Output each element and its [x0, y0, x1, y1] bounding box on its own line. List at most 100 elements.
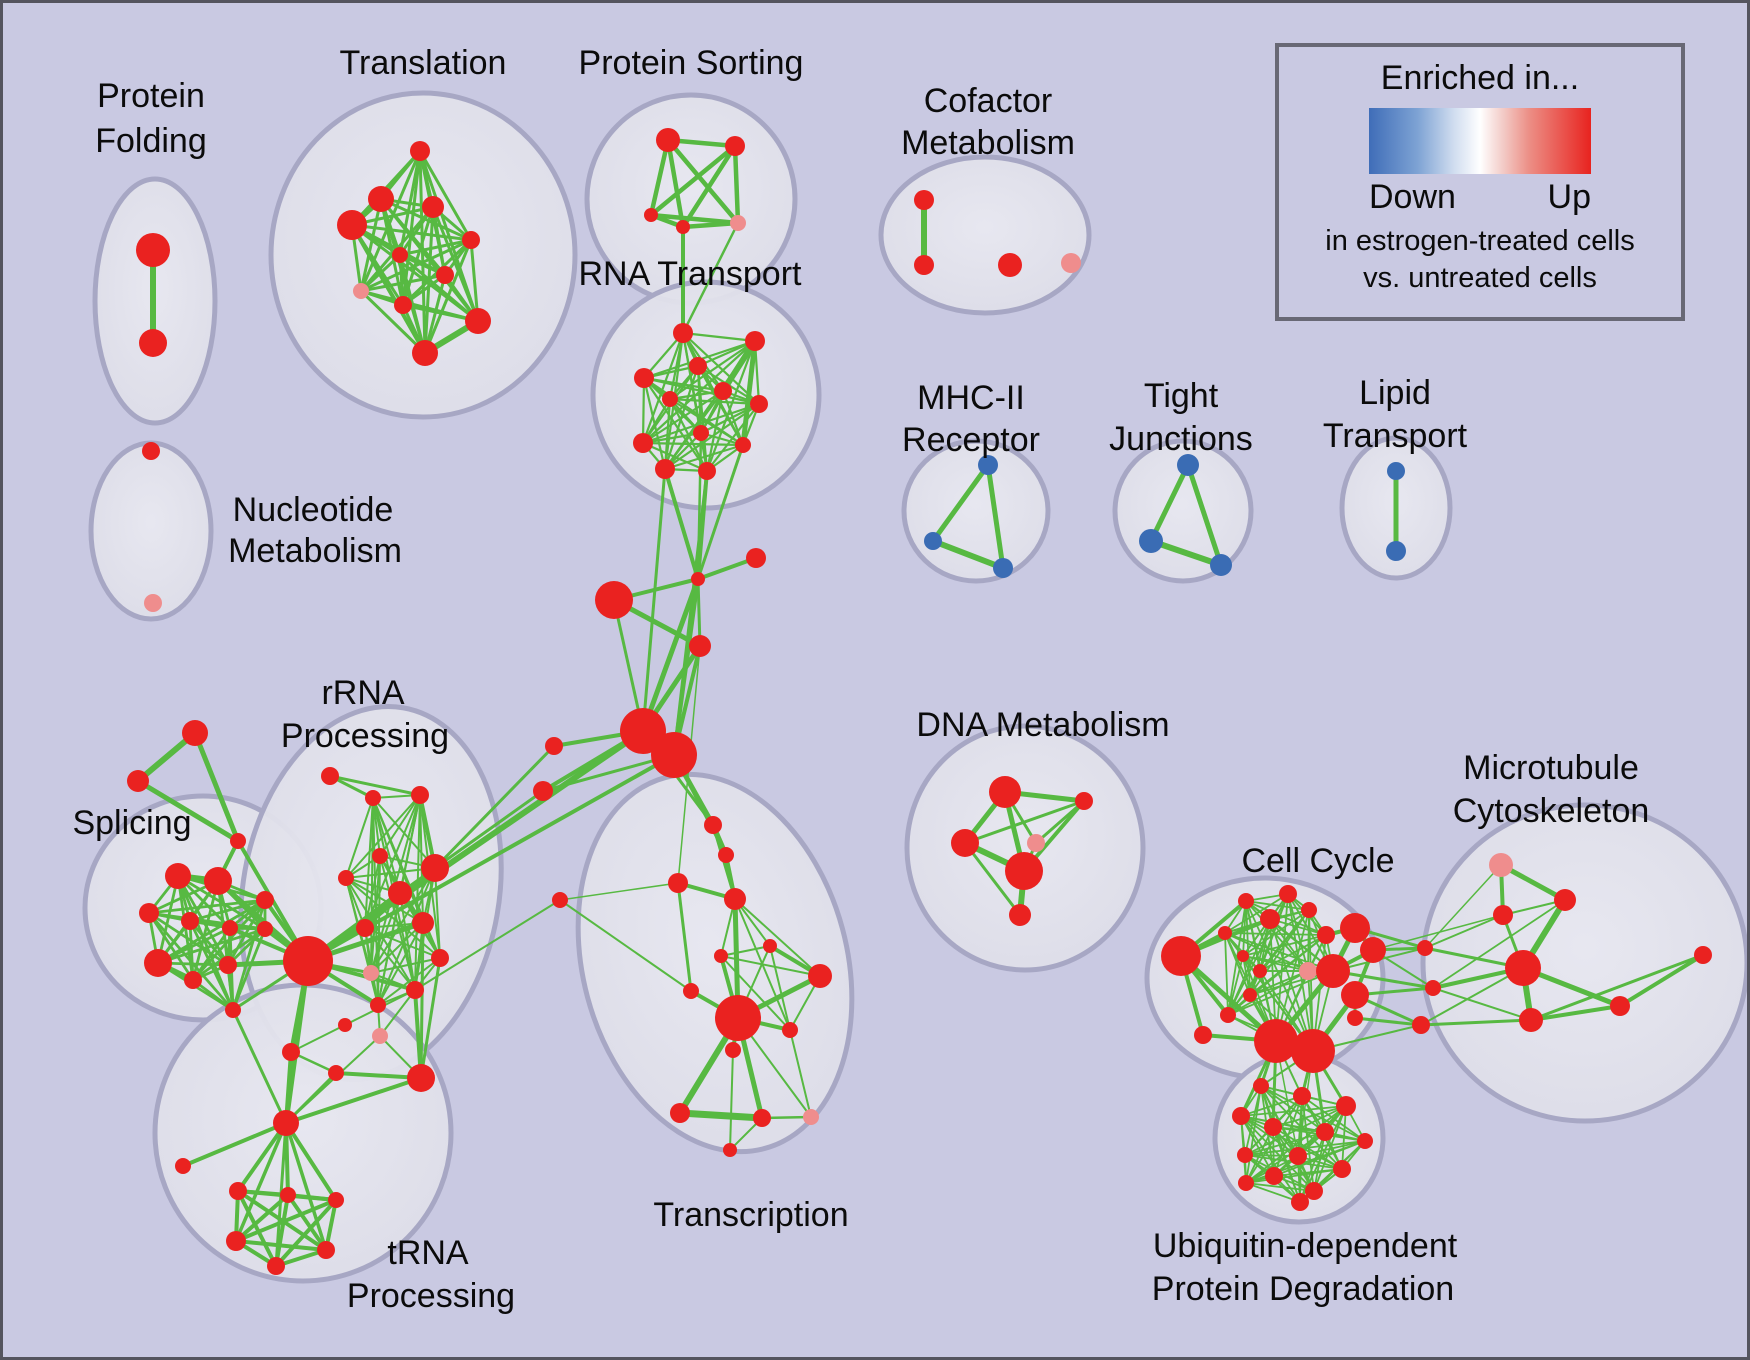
cluster-label-mhc-ii-receptor-line1: MHC-II	[917, 379, 1025, 417]
node-dm0	[989, 776, 1021, 808]
edge-m7-rr6	[433, 789, 545, 870]
node-cc7	[1253, 964, 1267, 978]
node-nm1	[144, 594, 162, 612]
node-pf1	[139, 329, 167, 357]
edge-cc19-b2	[1353, 1016, 1423, 1027]
edge-x0-t6	[559, 899, 692, 992]
edge-sp5-sp6	[156, 898, 267, 965]
node-cc17	[1254, 1019, 1298, 1063]
node-tn0	[273, 1110, 299, 1136]
node-tr3	[337, 210, 367, 240]
node-tr7	[353, 283, 369, 299]
edge-tp3-tp4	[234, 1239, 328, 1252]
node-rt9	[735, 437, 751, 453]
edge-ub5-ub12	[1245, 1131, 1326, 1184]
node-ps1	[725, 136, 745, 156]
edge-tr3-tr10	[350, 223, 427, 355]
node-rt2	[689, 357, 707, 375]
edge-rr8-rr12	[364, 927, 441, 959]
edge-tr7-tr10	[359, 289, 427, 355]
node-ub6	[1357, 1133, 1373, 1149]
node-tp3	[226, 1231, 246, 1251]
node-st1	[127, 770, 149, 792]
node-m1	[746, 548, 766, 568]
node-rr9	[363, 965, 379, 981]
edge-tn0-tn1	[181, 1121, 288, 1168]
cluster-label-lipid-transport-line1: Lipid	[1359, 374, 1431, 412]
edge-tp0-tp5	[236, 1189, 278, 1268]
node-cc16	[1194, 1026, 1212, 1044]
node-rr6	[421, 854, 449, 882]
node-ub2	[1336, 1096, 1356, 1116]
edge-b2-mt4	[1419, 1018, 1533, 1027]
node-rt10	[655, 459, 675, 479]
edge-rr16-rr17	[334, 1071, 423, 1080]
legend-subtitle-line2: vs. untreated cells	[1363, 262, 1597, 294]
node-ub1	[1293, 1087, 1311, 1105]
edge-rr6-rr9	[370, 867, 436, 974]
node-rr15	[338, 1018, 352, 1032]
node-cc3	[1260, 909, 1280, 929]
node-tj0	[1177, 454, 1199, 476]
node-m2	[595, 581, 633, 619]
node-ub10	[1265, 1167, 1283, 1185]
node-ub9	[1333, 1160, 1351, 1178]
node-t10	[725, 1042, 741, 1058]
edge-cc6-cc9	[1242, 934, 1327, 957]
node-cc19	[1347, 1010, 1363, 1026]
node-sp9	[257, 921, 273, 937]
edge-rt0-rt1	[681, 331, 757, 343]
node-rt7	[693, 425, 709, 441]
cluster-label-cofactor-metabolism-line1: Cofactor	[924, 82, 1053, 120]
cluster-label-ubiquitin-degradation-line2: Protein Degradation	[1152, 1270, 1454, 1308]
node-cc2	[1279, 885, 1297, 903]
edge-tr2-tr9	[431, 205, 480, 323]
node-rr14	[282, 1043, 300, 1061]
edge-rt9-rt10	[663, 443, 745, 471]
legend-title: Enriched in...	[1380, 59, 1580, 97]
edge-rr9-rr12	[370, 957, 441, 974]
node-tr1	[368, 186, 394, 212]
edge-m0-m4	[640, 576, 701, 734]
cluster-label-mhc-ii-receptor-line2: Receptor	[902, 421, 1040, 459]
node-cf1	[914, 255, 934, 275]
node-x0	[552, 892, 568, 908]
cluster-labels: Protein Folding Translation Protein Sorting…	[72, 44, 1649, 1315]
cluster-label-cell-cycle-line1: Cell Cycle	[1241, 842, 1394, 880]
edge-cc9-cc15	[1227, 934, 1327, 1016]
edge-tr0-tr4	[418, 149, 473, 242]
node-cc11	[1360, 937, 1386, 963]
edge-cc3-cc15	[1227, 918, 1271, 1016]
edge-cc12-cc15	[1227, 970, 1334, 1016]
cluster-label-lipid-transport-line2: Transport	[1323, 417, 1468, 455]
node-cc8	[1299, 962, 1317, 980]
node-cf0	[914, 190, 934, 210]
node-rr12	[431, 949, 449, 967]
node-lt1	[1386, 541, 1406, 561]
legend-down-label: Down	[1369, 178, 1456, 216]
edge-ub1-ub3	[1240, 1095, 1303, 1117]
node-t7	[808, 964, 832, 988]
node-tr5	[392, 247, 408, 263]
node-cc1	[1238, 893, 1254, 909]
edge-ps0-ps2	[648, 137, 671, 218]
node-m6	[545, 737, 563, 755]
cluster-label-dna-metabolism-line1: DNA Metabolism	[916, 706, 1169, 744]
edge-tr4-tr5	[398, 238, 473, 257]
node-cc9	[1317, 926, 1335, 944]
edge-sp0-sp10	[176, 874, 235, 1012]
node-t3	[724, 888, 746, 910]
edge-b2-mt3	[1420, 967, 1524, 1026]
node-mt6	[1694, 946, 1712, 964]
node-tr9	[465, 308, 491, 334]
node-ps2	[644, 208, 658, 222]
node-tp5	[267, 1257, 285, 1275]
node-lt0	[1387, 462, 1405, 480]
node-rr8	[356, 919, 374, 937]
node-rt3	[634, 368, 654, 388]
node-dm1	[1075, 792, 1093, 810]
edge-rr7-rr10	[377, 922, 424, 1006]
node-tn1	[175, 1158, 191, 1174]
edge-sp3-sp8	[188, 919, 230, 967]
edge-tr4-tr9	[469, 238, 480, 323]
